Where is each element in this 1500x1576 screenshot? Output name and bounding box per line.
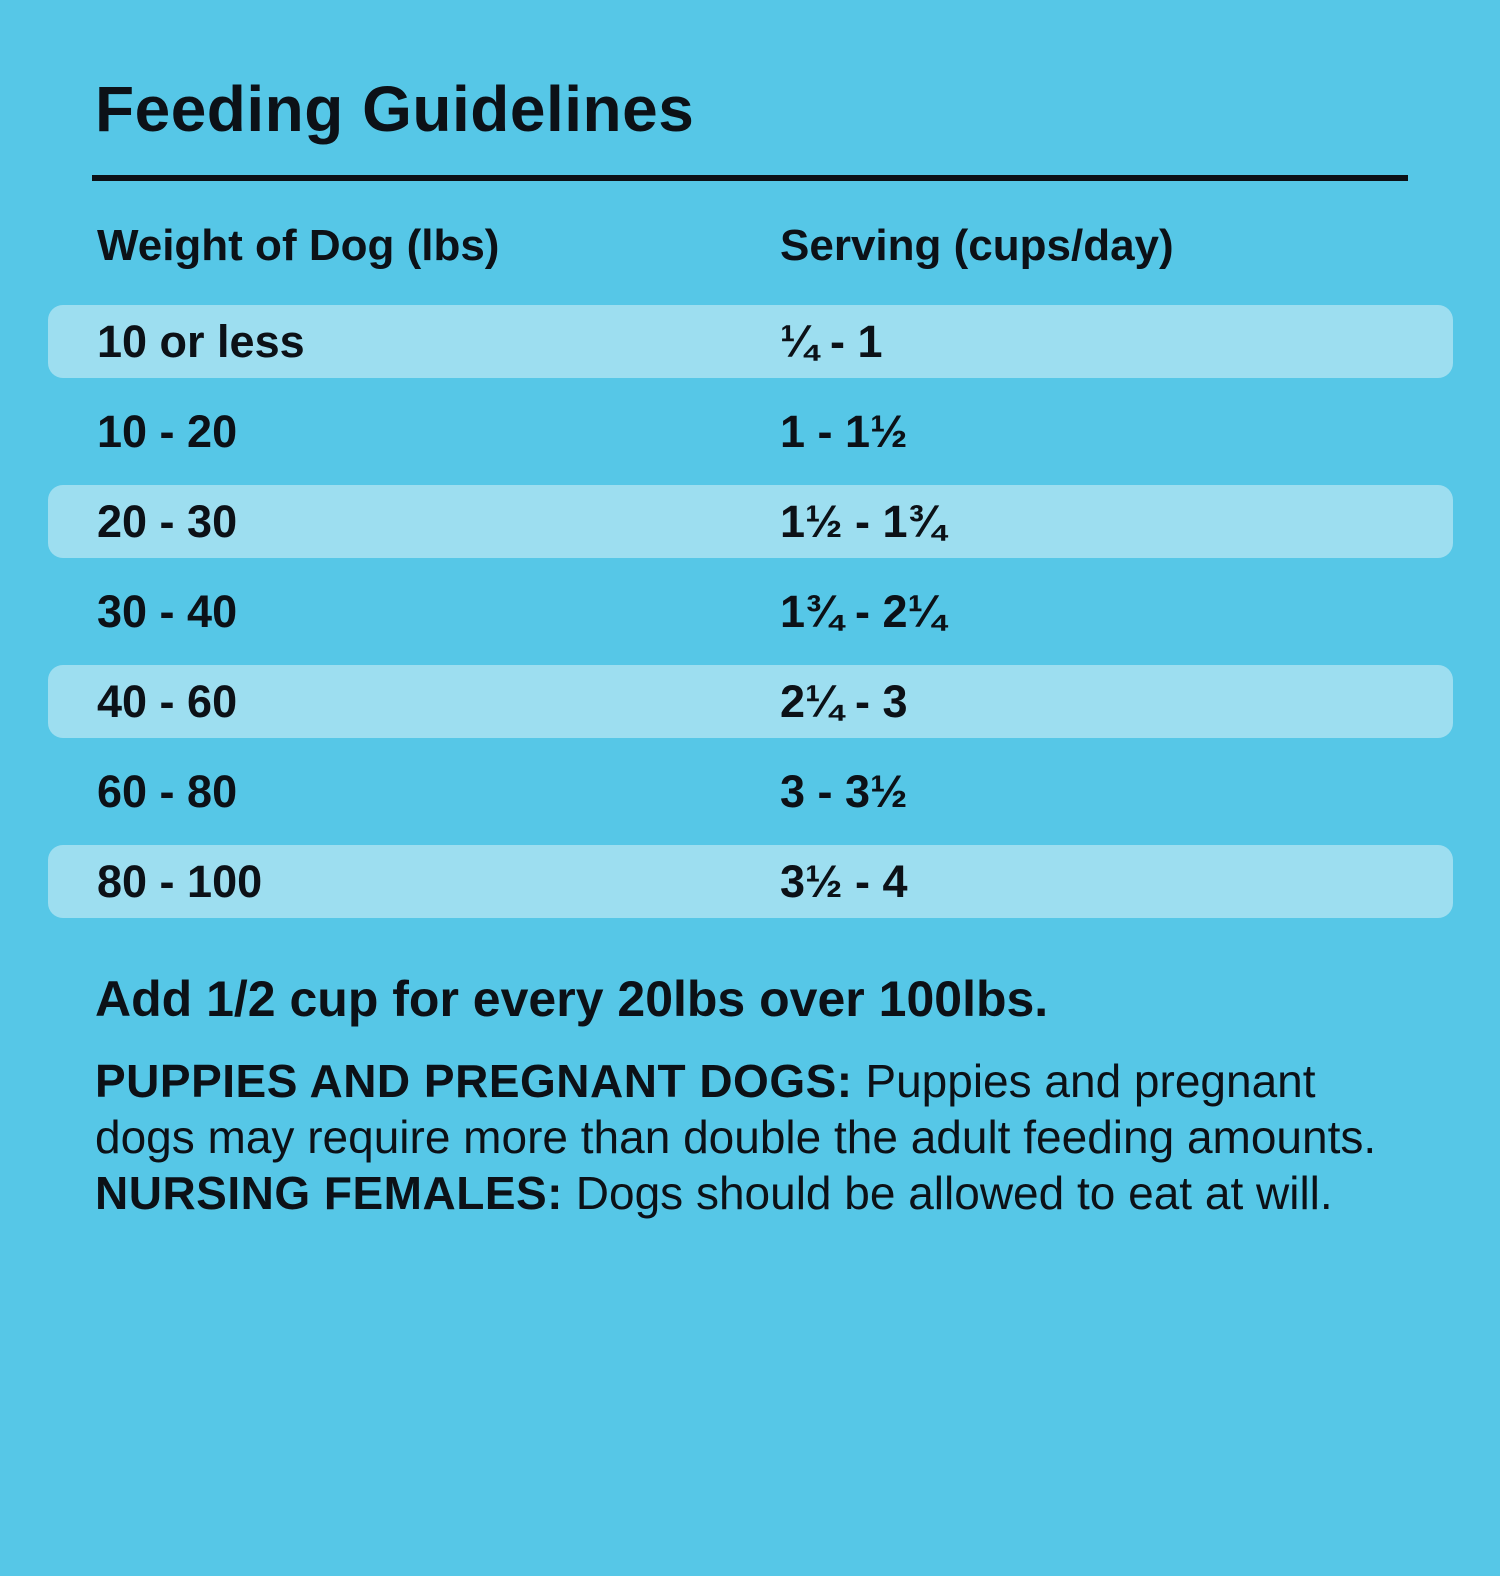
table-row: 60 - 80 3 - 3½: [48, 755, 1453, 828]
feeding-guidelines-panel: Feeding Guidelines Weight of Dog (lbs) S…: [0, 76, 1500, 1576]
page-title: Feeding Guidelines: [95, 73, 695, 145]
feeding-table: 10 or less ¼ - 1 10 - 20 1 - 1½ 20 - 30 …: [48, 305, 1453, 918]
weight-cell: 10 - 20: [97, 406, 238, 457]
table-header-row: Weight of Dog (lbs) Serving (cups/day): [48, 221, 1455, 271]
puppies-label: PUPPIES AND PREGNANT DOGS:: [95, 1055, 853, 1107]
table-row: 30 - 40 1¾ - 2¼: [48, 575, 1453, 648]
serving-cell: 1½ - 1¾: [780, 496, 946, 547]
serving-cell: 3 - 3½: [780, 766, 908, 817]
table-row: 10 or less ¼ - 1: [48, 305, 1453, 378]
weight-cell: 20 - 30: [97, 496, 238, 547]
serving-cell: 2¼ - 3: [780, 676, 908, 727]
weight-cell: 60 - 80: [97, 766, 238, 817]
nursing-label: NURSING FEMALES:: [95, 1167, 563, 1219]
weight-cell: 80 - 100: [97, 856, 263, 907]
column-header-serving: Serving (cups/day): [780, 221, 1174, 270]
weight-cell: 10 or less: [97, 316, 305, 367]
weight-cell: 30 - 40: [97, 586, 238, 637]
table-row: 10 - 20 1 - 1½: [48, 395, 1453, 468]
serving-cell: 1¾ - 2¼: [780, 586, 946, 637]
weight-cell: 40 - 60: [97, 676, 238, 727]
column-header-weight: Weight of Dog (lbs): [97, 221, 500, 270]
title-underline: [92, 175, 1408, 181]
table-row: 40 - 60 2¼ - 3: [48, 665, 1453, 738]
nursing-text: Dogs should be allowed to eat at will.: [563, 1167, 1333, 1219]
table-row: 20 - 30 1½ - 1¾: [48, 485, 1453, 558]
serving-cell: ¼ - 1: [780, 316, 883, 367]
puppies-text: Puppies and pregnant dogs may require mo…: [95, 1055, 1377, 1163]
serving-cell: 1 - 1½: [780, 406, 908, 457]
serving-cell: 3½ - 4: [780, 856, 908, 907]
over-100lbs-note: Add 1/2 cup for every 20lbs over 100lbs.: [95, 971, 1049, 1027]
puppies-nursing-note: PUPPIES AND PREGNANT DOGS: Puppies and p…: [95, 1053, 1410, 1221]
table-row: 80 - 100 3½ - 4: [48, 845, 1453, 918]
